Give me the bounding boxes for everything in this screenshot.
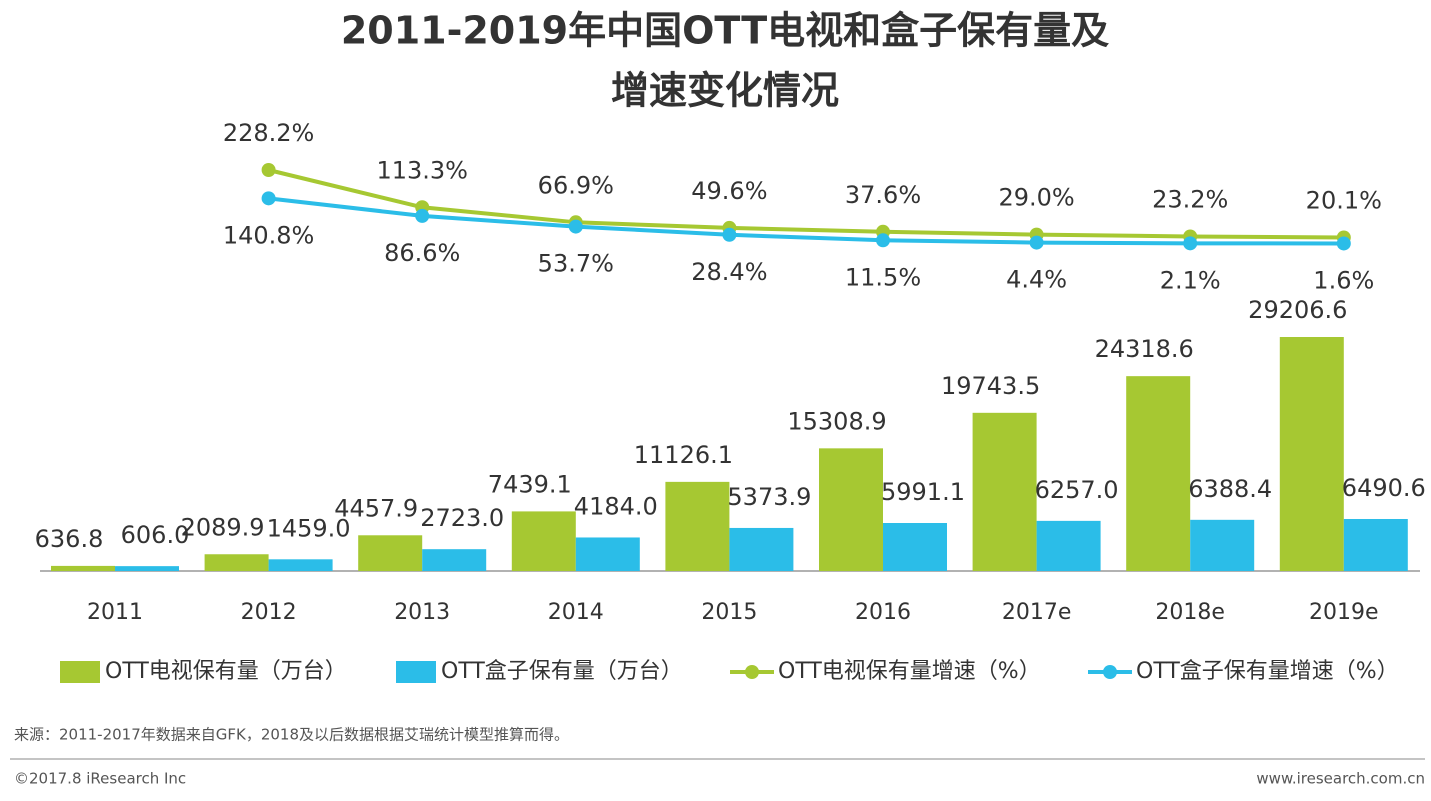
line-value-label: 28.4% [691, 258, 767, 286]
line-value-label: 11.5% [845, 263, 921, 291]
line-point [1336, 236, 1351, 251]
line-point [415, 208, 430, 223]
x-tick-label: 2018e [1155, 600, 1225, 625]
x-tick-label: 2016 [855, 600, 911, 625]
bar [1190, 519, 1255, 571]
bar [972, 412, 1037, 571]
x-tick-label: 2013 [394, 600, 450, 625]
bar-value-label: 6388.4 [1188, 475, 1272, 503]
bar-value-label: 24318.6 [1095, 335, 1194, 363]
bar [1343, 518, 1408, 571]
legend-swatch [60, 661, 100, 683]
bar-value-label: 5991.1 [881, 478, 965, 506]
legend-swatch [1103, 665, 1117, 679]
bar-value-label: 5373.9 [727, 483, 811, 511]
bar-value-label: 6257.0 [1035, 476, 1119, 504]
line-value-label: 1.6% [1313, 266, 1374, 294]
line-value-label: 228.2% [223, 119, 315, 147]
bar-value-label: 15308.9 [787, 407, 886, 435]
line-value-label: 49.6% [691, 177, 767, 205]
line-value-label: 23.2% [1152, 185, 1228, 213]
copyright: ©2017.8 iResearch Inc [14, 770, 186, 788]
bar [51, 565, 115, 571]
line-value-label: 37.6% [845, 181, 921, 209]
x-tick-label: 2019e [1309, 600, 1379, 625]
bar [511, 511, 576, 571]
x-tick-label: 2015 [701, 600, 757, 625]
x-tick-label: 2012 [241, 600, 297, 625]
bar [268, 559, 333, 571]
bar-value-label: 11126.1 [634, 441, 733, 469]
bar-value-label: 1459.0 [267, 514, 351, 542]
bar [358, 535, 423, 571]
line-point [1029, 235, 1044, 250]
bar-value-label: 29206.6 [1248, 296, 1347, 324]
bar-value-label: 606.0 [121, 521, 190, 549]
x-tick-label: 2014 [548, 600, 604, 625]
line-value-label: 140.8% [223, 221, 315, 249]
line-point [261, 163, 276, 177]
x-tick-label: 2017e [1002, 600, 1072, 625]
bar [819, 448, 883, 571]
line-value-label: 53.7% [538, 250, 614, 278]
bar [729, 527, 794, 571]
source-note: 来源：2011-2017年数据来自GFK，2018及以后数据根据艾瑞统计模型推算… [14, 726, 569, 744]
line-value-label: 29.0% [998, 184, 1074, 212]
line-value-label: 4.4% [1006, 266, 1067, 294]
bar-value-label: 4184.0 [574, 492, 658, 520]
chart-title: 增速变化情况 [611, 69, 839, 113]
bar [665, 481, 730, 571]
bar [204, 554, 269, 571]
legend-swatch [396, 661, 436, 683]
line-point [876, 233, 890, 248]
bar-value-label: 4457.9 [334, 494, 418, 522]
bar [575, 537, 640, 571]
bar-value-label: 7439.1 [488, 470, 572, 498]
line-point [1183, 236, 1198, 251]
x-tick-label: 2011 [87, 600, 143, 625]
legend-label: OTT电视保有量（万台） [105, 659, 347, 684]
bar [1279, 337, 1344, 571]
legend-label: OTT盒子保有量增速（%） [1136, 659, 1399, 684]
line-value-label: 2.1% [1160, 266, 1221, 294]
line-value-label: 86.6% [384, 239, 460, 267]
line-point [568, 219, 583, 234]
website: www.iresearch.com.cn [1256, 770, 1425, 788]
line-value-label: 20.1% [1306, 186, 1382, 214]
legend-label: OTT盒子保有量（万台） [441, 659, 683, 684]
line [268, 196, 1344, 246]
bar [115, 566, 179, 571]
bar [1036, 520, 1101, 571]
bar-value-label: 6490.6 [1342, 474, 1426, 502]
line [268, 168, 1344, 240]
line-value-label: 66.9% [538, 171, 614, 199]
legend-label: OTT电视保有量增速（%） [778, 659, 1041, 684]
bar-value-label: 19743.5 [941, 372, 1040, 400]
bar [1126, 376, 1191, 571]
line-point [722, 227, 737, 242]
bar-value-label: 2723.0 [420, 504, 504, 532]
bar-value-label: 636.8 [35, 525, 104, 553]
bar-value-label: 2089.9 [181, 513, 265, 541]
bar [422, 549, 487, 571]
line-value-label: 113.3% [376, 156, 468, 184]
chart-title: 2011-2019年中国OTT电视和盒子保有量及 [341, 9, 1109, 53]
bar [883, 523, 947, 571]
line-point [261, 191, 276, 206]
legend-swatch [745, 665, 759, 679]
